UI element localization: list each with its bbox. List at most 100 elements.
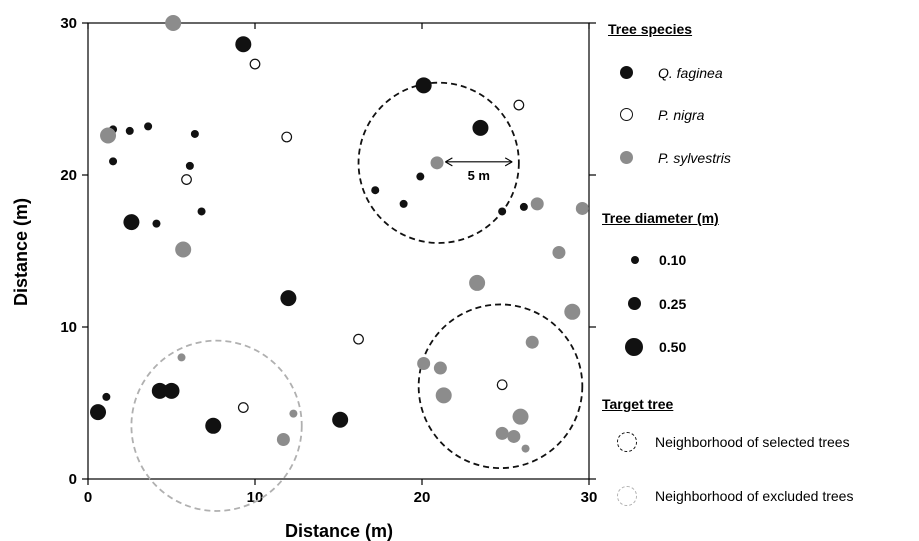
x-tick-label: 0 bbox=[84, 489, 92, 506]
point-q-faginea bbox=[416, 172, 425, 181]
point-q-faginea bbox=[472, 119, 489, 136]
p-sylvestris-marker bbox=[620, 151, 633, 164]
legend-label-diameter-050: 0.50 bbox=[659, 339, 687, 355]
point-p-sylvestris bbox=[165, 15, 182, 31]
legend-item-excluded: Neighborhood of excluded trees bbox=[617, 486, 853, 506]
point-p-sylvestris bbox=[175, 241, 192, 258]
point-p-sylvestris bbox=[507, 429, 521, 443]
legend-label-selected: Neighborhood of selected trees bbox=[655, 434, 850, 450]
point-q-faginea bbox=[123, 214, 140, 231]
point-q-faginea bbox=[399, 199, 408, 208]
plot-frame bbox=[87, 22, 590, 480]
point-q-faginea bbox=[151, 382, 168, 399]
point-q-faginea bbox=[205, 417, 222, 434]
point-q-faginea bbox=[519, 202, 528, 211]
point-q-faginea bbox=[109, 157, 118, 166]
dashed-circle-black-icon bbox=[617, 432, 637, 452]
legend: Tree species Q. faginea P. nigra P. sylv… bbox=[596, 0, 919, 541]
x-tick-label: 20 bbox=[414, 489, 431, 506]
point-p-sylvestris bbox=[100, 127, 117, 144]
selected-neighborhood-circle bbox=[417, 303, 584, 470]
scatter-plot: 00 10 10 20 20 30 30 5 m Distance (m) Distance… bbox=[11, 15, 597, 541]
legend-label-excluded: Neighborhood of excluded trees bbox=[655, 488, 854, 504]
point-p-sylvestris bbox=[530, 197, 544, 211]
legend-species-title: Tree species bbox=[608, 21, 693, 37]
legend-item-diameter-010: 0.10 bbox=[631, 252, 686, 268]
scale-arrow-right-head bbox=[504, 157, 513, 167]
point-p-sylvestris bbox=[552, 246, 566, 260]
legend-item-p-sylvestris: P. sylvestris bbox=[620, 150, 731, 166]
point-p-nigra bbox=[181, 174, 192, 185]
excluded-neighborhood-circle bbox=[130, 339, 303, 512]
point-q-faginea bbox=[371, 186, 380, 195]
point-q-faginea bbox=[163, 382, 180, 399]
point-p-sylvestris bbox=[575, 201, 589, 215]
point-q-faginea bbox=[125, 126, 134, 135]
point-p-sylvestris bbox=[417, 356, 431, 370]
y-axis-label: Distance (m) bbox=[11, 198, 31, 306]
point-q-faginea bbox=[144, 122, 153, 131]
medium-circle-marker bbox=[628, 297, 641, 310]
point-p-sylvestris bbox=[433, 361, 447, 375]
point-p-nigra bbox=[281, 131, 293, 143]
point-p-nigra bbox=[249, 58, 261, 70]
scale-annotation-label: 5 m bbox=[468, 168, 490, 183]
legend-label-diameter-010: 0.10 bbox=[659, 252, 687, 268]
legend-item-selected: Neighborhood of selected trees bbox=[617, 432, 850, 452]
small-circle-marker bbox=[631, 256, 639, 264]
point-q-faginea bbox=[90, 404, 107, 421]
dashed-circle-gray-icon bbox=[617, 486, 637, 506]
point-p-sylvestris bbox=[512, 408, 529, 425]
point-p-sylvestris bbox=[289, 409, 298, 418]
y-tick-label: 10 bbox=[60, 319, 77, 336]
y-tick-label: 30 bbox=[60, 15, 77, 32]
point-p-sylvestris bbox=[276, 432, 290, 446]
point-q-faginea bbox=[498, 207, 507, 216]
legend-label-q-faginea: Q. faginea bbox=[658, 64, 723, 81]
point-p-sylvestris bbox=[177, 353, 186, 362]
y-tick-label: 20 bbox=[60, 167, 77, 184]
scale-annotation: 5 m bbox=[445, 157, 513, 183]
point-p-sylvestris bbox=[435, 387, 452, 404]
point-p-sylvestris bbox=[564, 303, 581, 320]
legend-target-title: Target tree bbox=[602, 396, 674, 412]
legend-item-q-faginea: Q. faginea bbox=[620, 65, 723, 81]
legend-item-p-nigra: P. nigra bbox=[620, 107, 704, 123]
point-p-nigra bbox=[237, 402, 249, 413]
point-p-sylvestris bbox=[469, 274, 486, 291]
point-q-faginea bbox=[332, 411, 349, 428]
point-p-nigra bbox=[496, 379, 508, 391]
legend-label-p-sylvestris: P. sylvestris bbox=[658, 149, 731, 166]
x-tick-label: 30 bbox=[581, 489, 598, 506]
legend-item-diameter-050: 0.50 bbox=[625, 338, 686, 356]
neighborhood-circles bbox=[130, 81, 584, 512]
point-q-faginea bbox=[152, 219, 161, 228]
x-axis-label: Distance (m) bbox=[285, 521, 393, 541]
legend-item-diameter-025: 0.25 bbox=[628, 296, 686, 312]
point-p-sylvestris bbox=[495, 426, 509, 440]
point-q-faginea bbox=[235, 36, 252, 53]
scale-arrow-left-head bbox=[445, 157, 453, 167]
point-p-nigra bbox=[353, 333, 364, 345]
point-q-faginea bbox=[185, 161, 194, 170]
point-q-faginea bbox=[190, 129, 199, 138]
point-q-faginea bbox=[415, 77, 432, 94]
x-tick-label: 10 bbox=[247, 489, 264, 506]
axes: 00 10 10 20 20 30 30 bbox=[60, 15, 597, 506]
point-q-faginea bbox=[102, 392, 111, 401]
point-q-faginea bbox=[197, 207, 206, 216]
large-circle-marker bbox=[625, 338, 643, 356]
point-p-nigra bbox=[513, 99, 525, 111]
selected-neighborhood-circle bbox=[357, 81, 520, 244]
y-tick-label: 0 bbox=[69, 471, 77, 488]
point-p-sylvestris bbox=[521, 444, 530, 453]
p-nigra-marker bbox=[620, 108, 633, 121]
tree-points bbox=[90, 15, 589, 453]
legend-label-diameter-025: 0.25 bbox=[659, 295, 687, 312]
point-q-faginea bbox=[280, 290, 297, 307]
q-faginea-marker bbox=[620, 66, 633, 79]
legend-diameter-title: Tree diameter (m) bbox=[602, 210, 719, 226]
point-p-sylvestris bbox=[430, 156, 444, 170]
legend-label-p-nigra: P. nigra bbox=[658, 106, 705, 123]
point-p-sylvestris bbox=[525, 335, 539, 349]
